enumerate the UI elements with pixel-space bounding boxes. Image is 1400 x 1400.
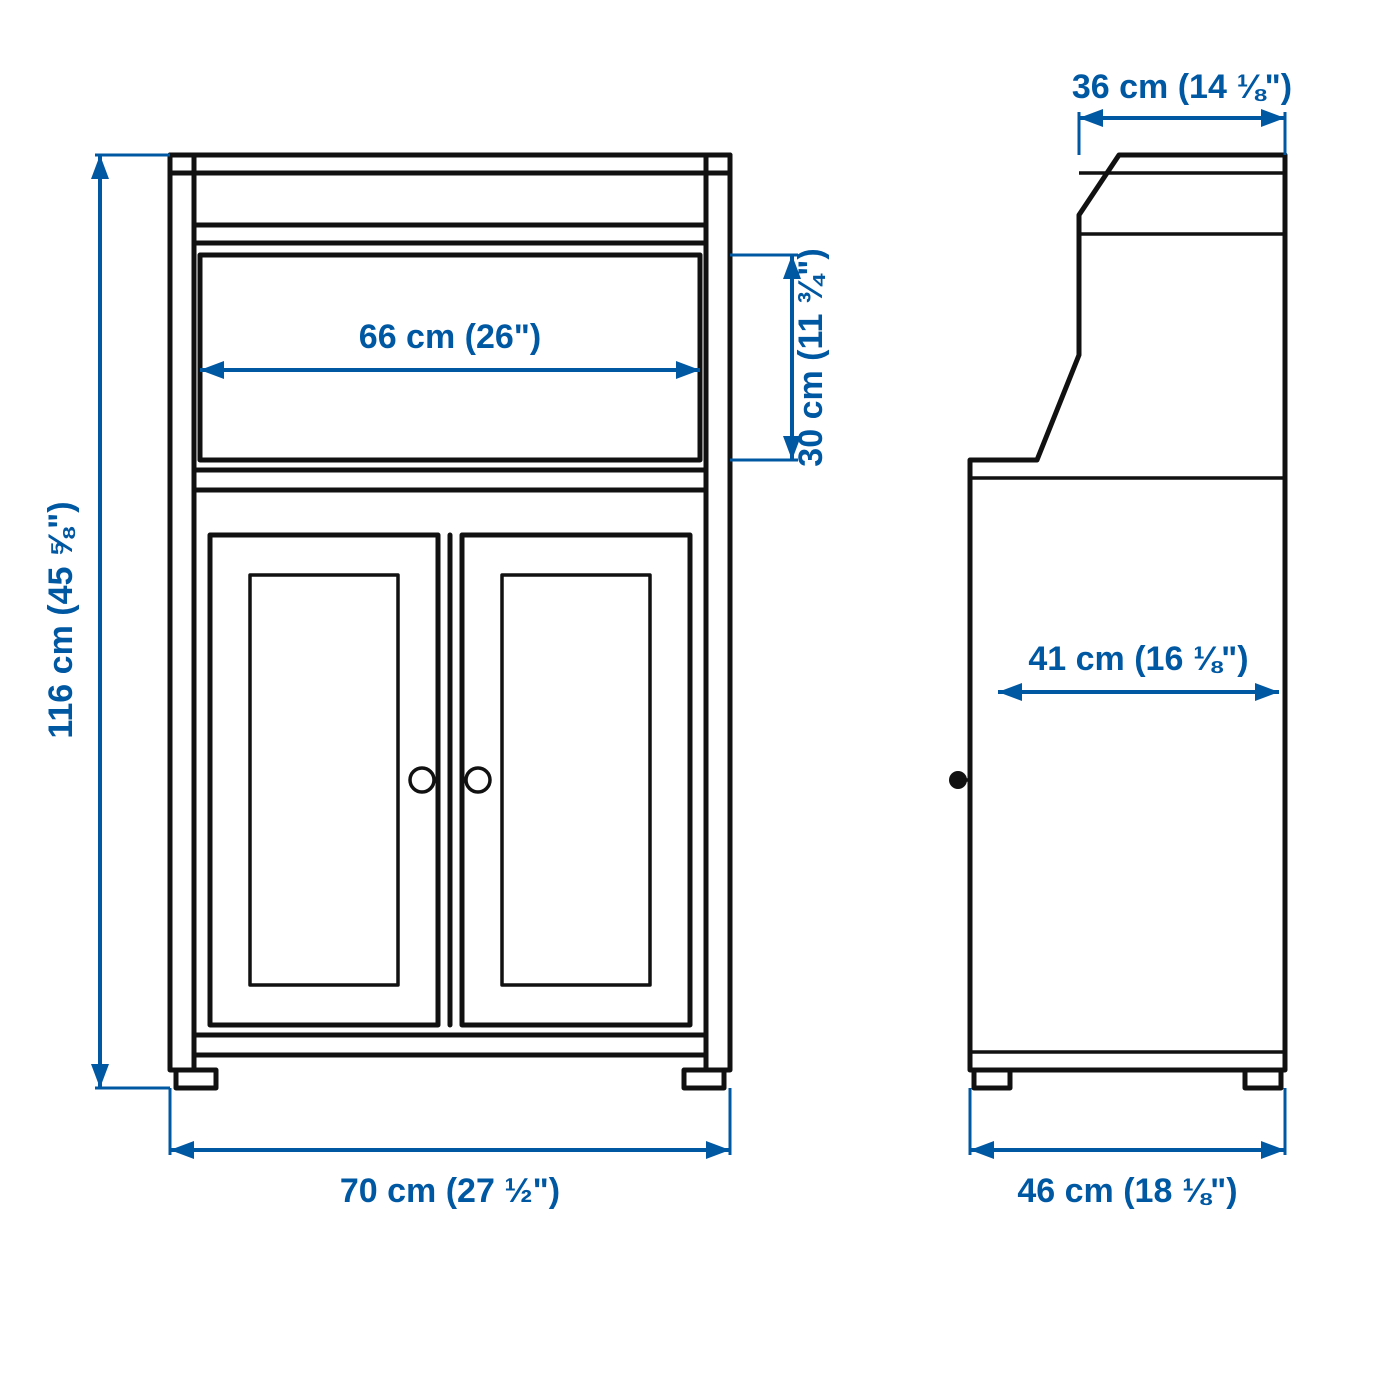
dim-inner-depth: 41 cm (16 ⅛"): [1028, 640, 1248, 678]
dim-drawer-height: 30 cm (11 ¾"): [792, 248, 830, 466]
dim-width-total: 70 cm (27 ½"): [340, 1172, 560, 1210]
dim-depth-total: 46 cm (18 ⅛"): [1017, 1172, 1237, 1210]
front-view: [170, 155, 730, 1088]
dimension-diagram: 116 cm (45 ⅝") 70 cm (27 ½") 66 cm (26") 30…: [0, 0, 1400, 1400]
side-view: [949, 155, 1285, 1088]
dim-top-depth: 36 cm (14 ⅛"): [1072, 68, 1292, 106]
dim-height-total: 116 cm (45 ⅝"): [42, 501, 80, 738]
dim-inner-width: 66 cm (26"): [359, 318, 541, 356]
